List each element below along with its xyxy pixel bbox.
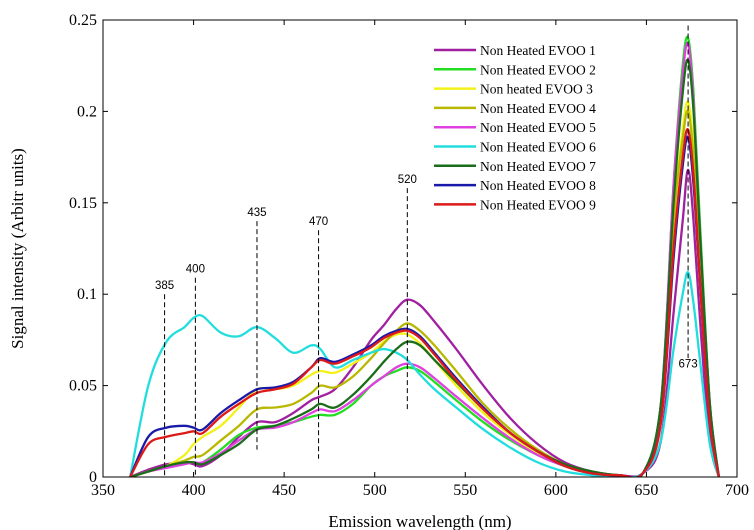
series-line-4 (129, 109, 721, 477)
x-tick-label: 650 (634, 482, 658, 499)
y-tick-label: 0 (89, 469, 97, 486)
y-tick-label: 0.05 (69, 378, 97, 395)
plot-frame (102, 19, 738, 478)
series-line-2 (129, 35, 721, 477)
legend-label-3: Non heated EVOO 3 (480, 82, 593, 97)
series-line-1 (129, 168, 721, 477)
legend-label-2: Non Heated EVOO 2 (480, 62, 596, 77)
x-tick-label: 550 (453, 482, 477, 499)
x-tick-label: 600 (544, 482, 568, 499)
y-tick-label: 0.1 (77, 286, 97, 303)
legend-label-7: Non Heated EVOO 7 (480, 159, 596, 174)
legend-label-1: Non Heated EVOO 1 (480, 43, 596, 58)
y-tick-label: 0.2 (77, 103, 97, 120)
annotation-label-bg (677, 358, 699, 371)
x-axis-title: Emission wavelength (nm) (328, 512, 511, 530)
legend-label-9: Non Heated EVOO 9 (480, 197, 596, 212)
annotation-label-400: 400 (186, 264, 205, 276)
annotation-label-470: 470 (309, 216, 328, 228)
legend-label-6: Non Heated EVOO 6 (480, 140, 596, 155)
legend-label-8: Non Heated EVOO 8 (480, 178, 596, 193)
y-tick-label: 0.25 (69, 12, 97, 29)
x-tick-label: 450 (272, 482, 296, 499)
y-tick-label: 0.15 (69, 195, 97, 212)
annotation-label-385: 385 (155, 280, 174, 292)
axes: 350 400 450 500 550 600 650 700 0 0.05 0.1 0.15 0.2 0… (69, 12, 749, 499)
annotation-layer: 385 400 435 470 520 673 (155, 25, 699, 477)
legend-label-5: Non Heated EVOO 5 (480, 120, 596, 135)
series-line-5 (129, 41, 721, 477)
x-tick-label: 500 (363, 482, 387, 499)
annotation-label-673: 673 (678, 358, 697, 370)
annotation-label-520: 520 (398, 174, 417, 186)
x-tick-label: 400 (182, 482, 206, 499)
x-tick-label: 700 (725, 482, 749, 499)
legend-label-4: Non Heated EVOO 4 (480, 101, 596, 116)
x-tick-label: 350 (91, 482, 115, 499)
annotation-label-435: 435 (247, 207, 266, 219)
series-layer (129, 35, 721, 477)
legend: Non Heated EVOO 1 Non Heated EVOO 2 Non he… (434, 43, 596, 212)
series-line-7 (129, 58, 721, 477)
series-line-9 (129, 128, 721, 477)
series-line-3 (129, 100, 721, 477)
y-axis-title: Signal intensity (Arbitr units) (8, 148, 27, 349)
